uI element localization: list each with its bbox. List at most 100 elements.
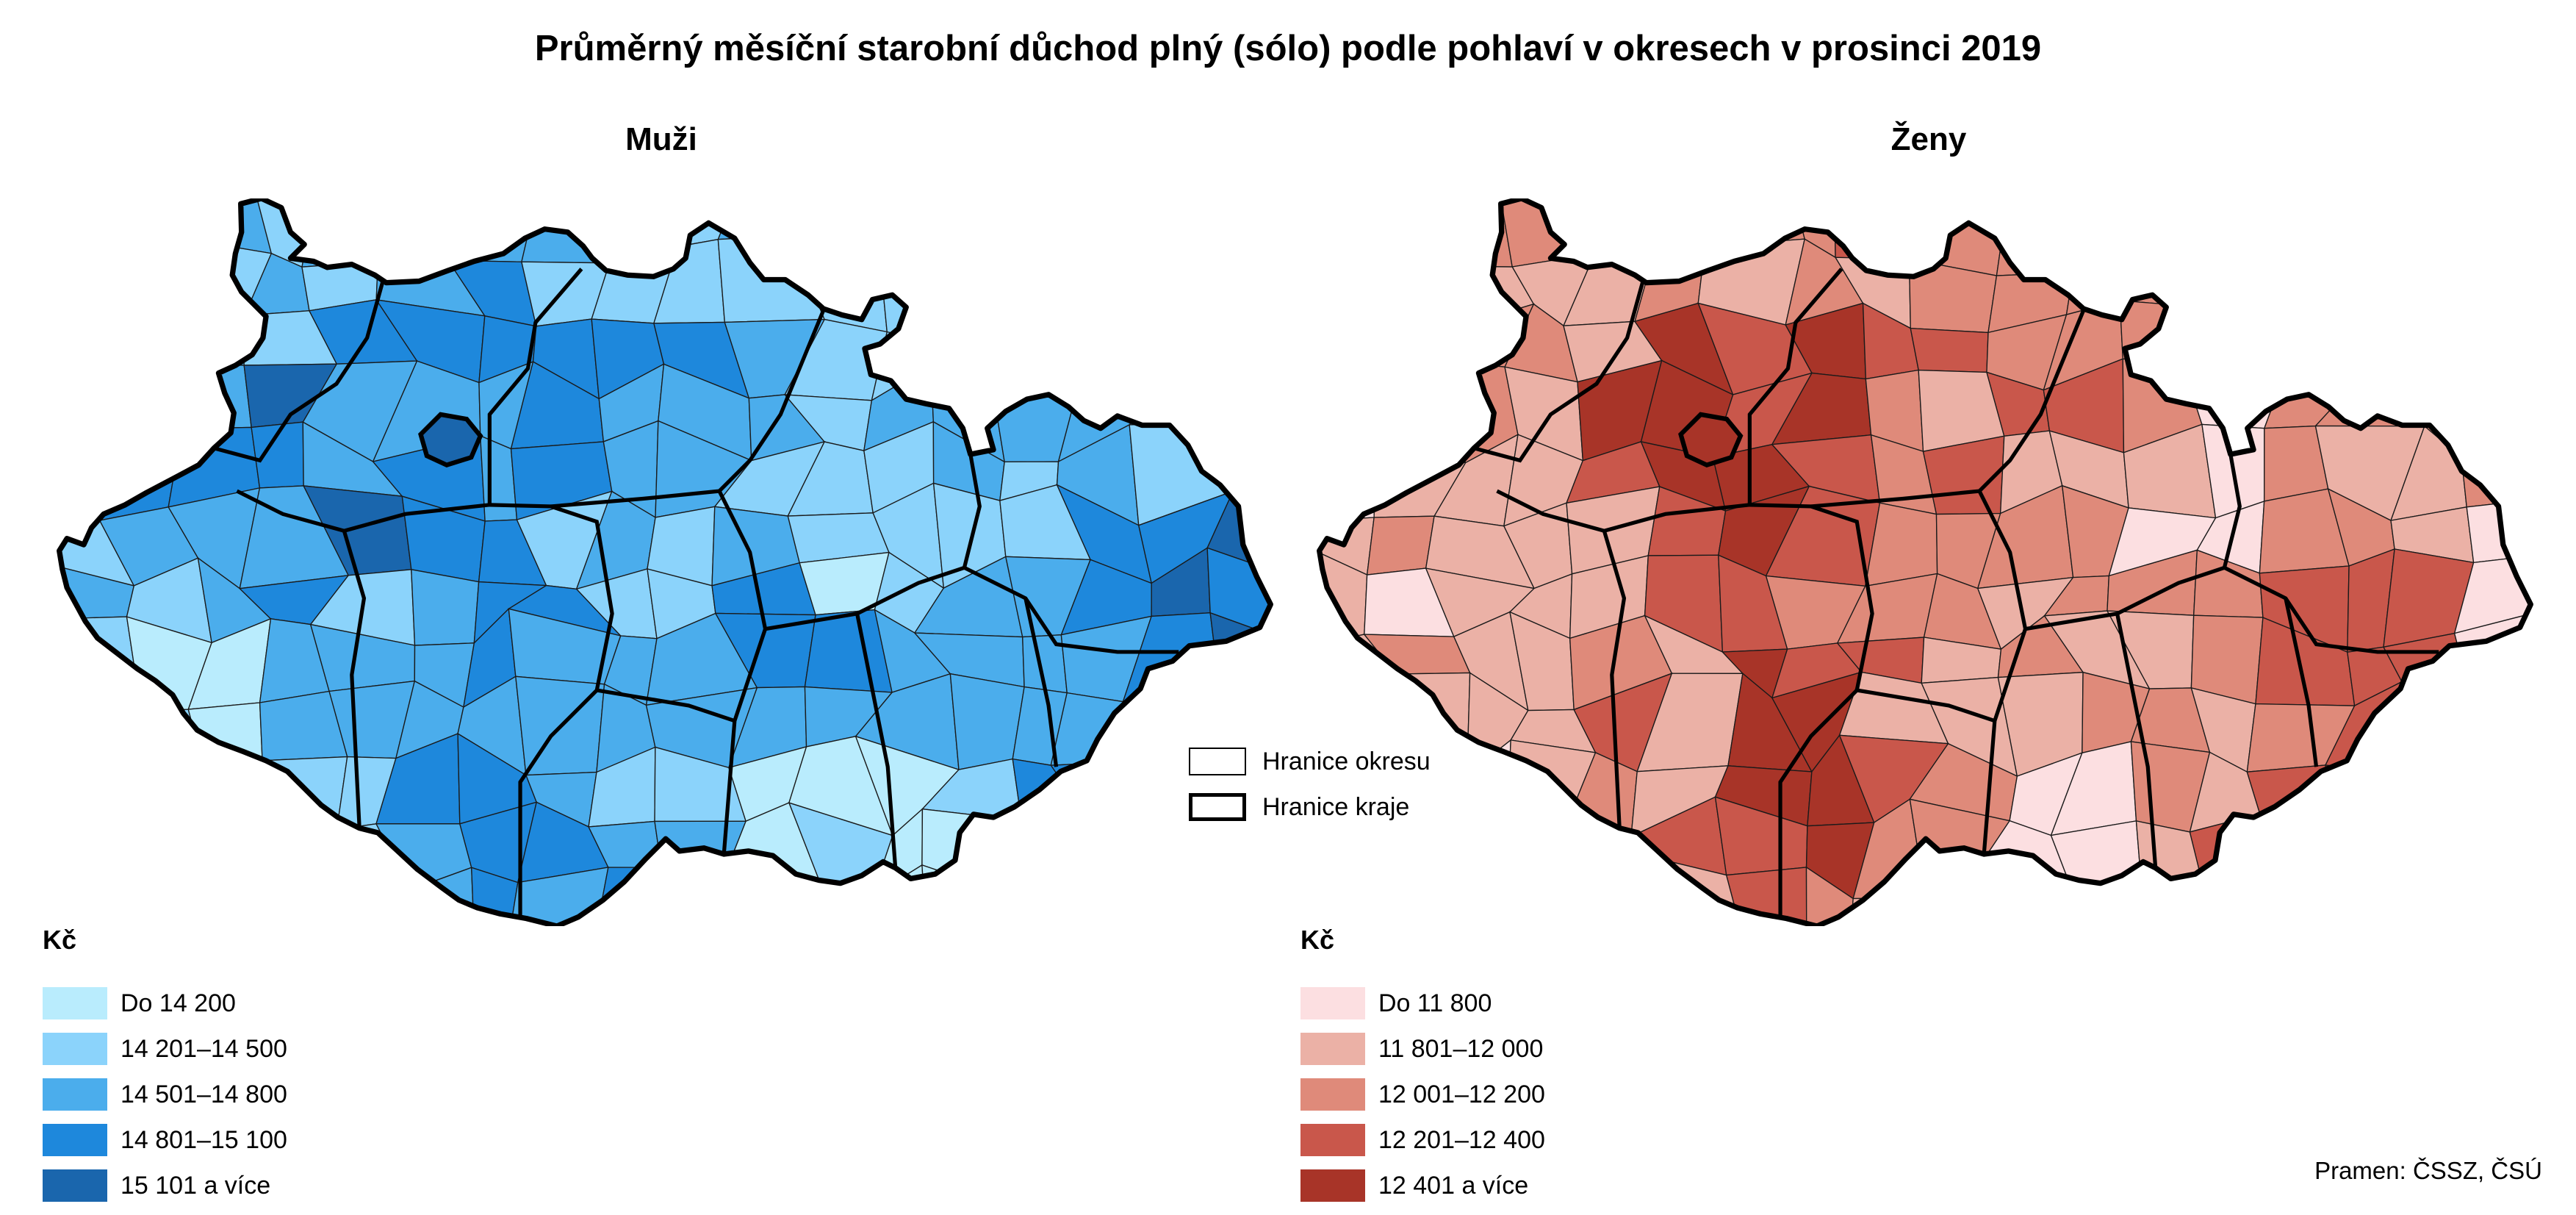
- district: [1319, 876, 1386, 926]
- district: [1205, 820, 1271, 892]
- district: [1021, 813, 1085, 901]
- district: [998, 234, 1091, 334]
- region-border: [213, 282, 384, 463]
- district: [174, 875, 278, 926]
- district: [1833, 198, 1941, 260]
- legend-women-swatch: [1300, 1078, 1365, 1111]
- region-border-label: Hranice kraje: [1262, 792, 1410, 821]
- district: [583, 198, 679, 264]
- district: [118, 237, 206, 323]
- district: [1203, 368, 1271, 454]
- legend-women-item: 12 201–12 400: [1300, 1117, 1545, 1163]
- country-border: [57, 198, 1273, 926]
- district: [1050, 692, 1151, 766]
- region-border: [343, 503, 614, 920]
- map-subtitle-women: Ženy: [1890, 121, 1967, 157]
- district: [1134, 256, 1207, 324]
- district: [1375, 358, 1467, 464]
- district: [990, 299, 1085, 379]
- district: [2073, 898, 2143, 926]
- district: [2464, 864, 2531, 926]
- legend-women-swatch: [1300, 1124, 1365, 1156]
- district: [2456, 675, 2531, 748]
- legend-women-label: 11 801–12 000: [1378, 1034, 1544, 1063]
- region-border: [2284, 598, 2319, 767]
- district: [2464, 250, 2531, 324]
- district: [2461, 423, 2531, 508]
- district: [1450, 739, 1511, 839]
- district: [1365, 295, 1439, 399]
- district: [1924, 860, 2010, 926]
- legend-men: Kč Do 14 200 14 201–14 500 14 501–14 800 14…: [43, 925, 287, 1208]
- legend-women: Kč Do 11 800 11 801–12 000 12 001–12 200 12…: [1300, 925, 1545, 1208]
- district: [2050, 820, 2143, 902]
- district: [654, 820, 747, 897]
- source-note: Pramen: ČSSZ, ČSÚ: [2314, 1157, 2542, 1184]
- legend-men-swatch: [43, 1124, 107, 1156]
- legend-women-item: 12 001–12 200: [1300, 1072, 1545, 1117]
- district: [1319, 434, 1377, 522]
- legend-men-label: 14 501–14 800: [120, 1080, 287, 1108]
- region-border: [2223, 565, 2439, 654]
- district: [788, 892, 874, 926]
- district: [234, 869, 347, 926]
- region-border: [1856, 688, 1996, 723]
- district: [1370, 198, 1452, 268]
- district-layer: [1319, 198, 2531, 926]
- district: [59, 321, 123, 387]
- district: [1588, 861, 1672, 926]
- district: [918, 198, 1000, 246]
- legend-men-item: 14 201–14 500: [43, 1026, 287, 1072]
- district: [2476, 198, 2531, 255]
- district: [1090, 198, 1140, 258]
- district: [1209, 612, 1271, 694]
- district: [2107, 198, 2200, 254]
- district: [2252, 323, 2353, 396]
- district: [59, 198, 120, 265]
- district: [177, 198, 273, 254]
- district: [1505, 827, 1601, 900]
- region-border: [236, 489, 367, 828]
- district: [1704, 198, 1806, 248]
- district-border-legend-item: Hranice okresu: [1189, 739, 1431, 784]
- district: [2396, 198, 2478, 266]
- district: [97, 863, 184, 926]
- region-border: [1603, 503, 1874, 920]
- district: [863, 198, 926, 246]
- region-border: [1747, 268, 1843, 505]
- district: [715, 892, 825, 926]
- district: [1148, 300, 1232, 391]
- district: [2180, 307, 2278, 397]
- district: [985, 198, 1093, 240]
- district: [2041, 198, 2149, 273]
- district: [1076, 300, 1155, 391]
- district: [1076, 234, 1151, 324]
- district: [377, 198, 455, 262]
- legend-women-item: 11 801–12 000: [1300, 1026, 1545, 1072]
- district: [2407, 864, 2495, 926]
- legend-men-item: 14 501–14 800: [43, 1072, 287, 1117]
- region-border: [550, 309, 826, 509]
- district: [1319, 198, 1385, 265]
- district: [2401, 307, 2466, 369]
- district: [2447, 311, 2531, 369]
- district: [1562, 198, 1655, 254]
- district: [1050, 861, 1162, 926]
- district: [59, 768, 139, 841]
- chart-title: Průměrný měsíční starobní důchod plný (s…: [534, 29, 2042, 68]
- legend-men-label: 14 201–14 500: [120, 1034, 287, 1063]
- district: [921, 808, 1027, 902]
- border-legend: Hranice okresu Hranice kraje: [1189, 739, 1431, 830]
- legend-women-label: Do 11 800: [1378, 989, 1492, 1017]
- district: [2452, 733, 2531, 834]
- district: [914, 331, 1023, 379]
- district: [1383, 881, 1454, 926]
- district: [411, 568, 480, 646]
- district: [1139, 861, 1231, 926]
- legend-men-label: 15 101 a více: [120, 1171, 271, 1200]
- district: [660, 866, 758, 926]
- district: [1910, 327, 1989, 373]
- district: [1319, 362, 1384, 454]
- district: [320, 869, 411, 926]
- legend-women-label: 12 001–12 200: [1378, 1080, 1545, 1108]
